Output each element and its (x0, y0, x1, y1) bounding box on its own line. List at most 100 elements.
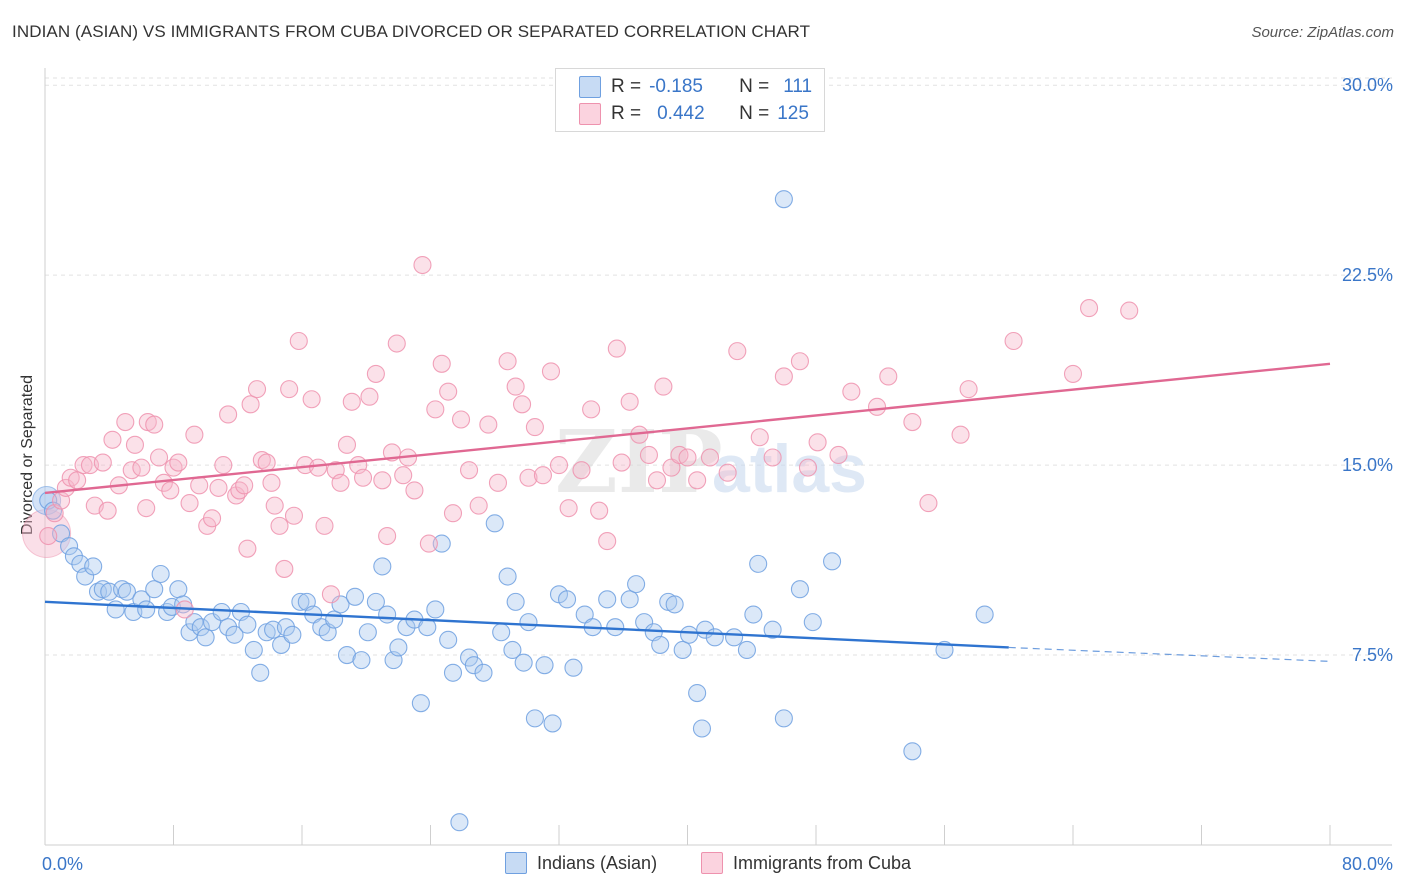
data-point-cuba (750, 428, 769, 447)
data-point-indians (673, 640, 692, 660)
x-tick-label: 0.0% (42, 854, 83, 874)
data-point-indians (492, 623, 511, 642)
data-point-cuba (798, 458, 818, 477)
legend-swatch-pink (579, 103, 601, 125)
data-point-cuba (774, 367, 793, 386)
data-point-indians (132, 590, 151, 609)
data-point-cuba (39, 526, 58, 546)
data-point-cuba (180, 494, 199, 513)
data-point-cuba (488, 473, 508, 492)
data-point-indians (823, 552, 842, 571)
data-point-indians (503, 640, 522, 660)
legend-row-cuba: R = 0.442 N = 125 (556, 101, 809, 127)
data-point-cuba (353, 468, 373, 487)
data-point-cuba (506, 377, 525, 396)
legend-item-cuba: Immigrants from Cuba (701, 852, 911, 874)
data-point-cuba (590, 501, 609, 520)
legend-n-label: N = (739, 76, 770, 97)
data-point-indians (803, 613, 822, 632)
data-point-cuba (309, 458, 328, 477)
data-point-cuba (373, 471, 392, 490)
data-point-indians (418, 618, 437, 637)
data-point-indians (692, 719, 712, 738)
data-point-indians (725, 628, 744, 647)
data-point-cuba (688, 471, 707, 490)
data-point-cuba (241, 395, 260, 414)
data-point-indians (60, 537, 79, 556)
data-point-cuba (394, 466, 413, 485)
trend-line-cuba (44, 362, 1331, 495)
series-legend: Indians (Asian) Immigrants from Cuba (0, 852, 1406, 878)
data-point-indians (272, 635, 291, 654)
data-point-cuba (443, 504, 463, 523)
data-point-cuba (469, 496, 488, 515)
data-point-cuba (164, 458, 183, 477)
data-point-indians (352, 651, 371, 670)
data-point-cuba (439, 382, 458, 401)
data-point-indians (411, 694, 430, 713)
data-point-cuba (519, 468, 538, 487)
y-tick-label: 7.5% (1352, 645, 1393, 665)
data-point-cuba (919, 494, 938, 513)
legend-swatch-blue (505, 852, 527, 874)
data-point-cuba (718, 463, 737, 482)
legend-label-indians: Indians (Asian) (537, 852, 658, 873)
legend-row-indians: R = -0.185 N = 111 (556, 74, 812, 100)
data-point-indians (191, 618, 210, 637)
legend-r-value: -0.185 (649, 76, 703, 97)
data-point-cuba (763, 448, 782, 467)
data-point-cuba (238, 539, 257, 558)
data-point-indians (337, 645, 357, 665)
data-point-cuba (612, 453, 631, 472)
data-point-indians (627, 575, 646, 594)
data-point-cuba (98, 501, 117, 520)
grid-lines (45, 77, 1392, 656)
data-point-cuba (289, 331, 308, 351)
legend-swatch-pink (701, 852, 723, 874)
data-point-cuba (829, 445, 848, 465)
data-point-indians (225, 625, 244, 644)
data-point-cuba (137, 499, 156, 518)
x-tick-label: 80.0% (1342, 854, 1393, 874)
data-point-cuba (678, 448, 697, 467)
data-point-cuba (262, 473, 281, 492)
data-point-indians (366, 592, 385, 611)
watermark-atlas: atlas (712, 431, 867, 507)
data-point-cuba (331, 473, 350, 492)
data-point-cuba (533, 466, 552, 485)
data-point-cuba (525, 418, 544, 437)
data-point-indians (84, 557, 103, 576)
trend-line-indians (44, 600, 1009, 649)
data-point-cuba (230, 481, 249, 500)
data-point-indians (665, 595, 684, 614)
data-point-cuba (607, 339, 626, 358)
legend-item-indians: Indians (Asian) (505, 852, 657, 874)
data-point-indians (373, 557, 392, 576)
data-point-cuba (265, 496, 284, 515)
data-point-cuba (302, 390, 321, 409)
data-point-indians (345, 587, 365, 606)
data-point-cuba (247, 380, 267, 399)
data-point-cuba (93, 453, 112, 472)
data-point-cuba (413, 255, 432, 275)
correlation-legend: R = -0.185 N = 111 R = 0.442 N = 125 (555, 68, 825, 132)
data-point-indians (378, 605, 397, 624)
data-point-cuba (867, 397, 887, 416)
data-point-cuba (270, 516, 289, 535)
data-point-cuba (451, 410, 471, 429)
data-point-indians (744, 605, 763, 624)
data-point-indians (535, 656, 554, 675)
data-point-cuba (426, 400, 445, 419)
data-point-indians (450, 813, 469, 832)
data-point-cuba (405, 481, 424, 500)
data-point-cuba (1080, 299, 1099, 318)
data-point-cuba (185, 425, 204, 444)
chart-title: INDIAN (ASIAN) VS IMMIGRANTS FROM CUBA D… (12, 22, 811, 41)
data-point-indians (283, 625, 302, 644)
data-point-indians (145, 580, 164, 599)
data-point-indians (169, 580, 188, 599)
data-point-indians (564, 658, 583, 677)
data-point-cuba (103, 430, 122, 449)
tick-labels: 7.5% 15.0% 22.5% 30.0% 0.0% 80.0% (42, 75, 1393, 874)
data-point-cuba (598, 532, 617, 551)
